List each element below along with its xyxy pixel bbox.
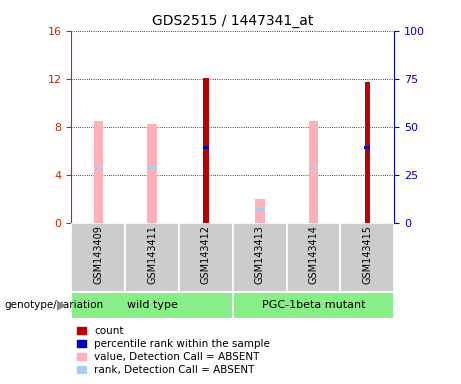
Text: genotype/variation: genotype/variation: [5, 300, 104, 310]
Bar: [71, 223, 125, 292]
Text: GSM143411: GSM143411: [147, 225, 157, 284]
Legend: count, percentile rank within the sample, value, Detection Call = ABSENT, rank, : count, percentile rank within the sample…: [77, 326, 270, 375]
Text: GSM143409: GSM143409: [93, 225, 103, 284]
Text: ▶: ▶: [58, 299, 67, 312]
Bar: [125, 223, 179, 292]
Bar: [203, 78, 208, 223]
Bar: [203, 146, 209, 149]
Bar: [287, 223, 340, 292]
Bar: [233, 223, 287, 292]
Bar: [309, 121, 318, 223]
Bar: [309, 167, 318, 170]
Bar: [255, 199, 265, 223]
Bar: [255, 208, 265, 211]
Bar: [364, 146, 371, 149]
Text: GSM143414: GSM143414: [308, 225, 319, 284]
Bar: [233, 292, 394, 319]
Bar: [94, 121, 103, 223]
Bar: [71, 292, 233, 319]
Bar: [148, 124, 157, 223]
Title: GDS2515 / 1447341_at: GDS2515 / 1447341_at: [152, 14, 313, 28]
Bar: [365, 82, 370, 223]
Text: GSM143415: GSM143415: [362, 225, 372, 284]
Text: PGC-1beta mutant: PGC-1beta mutant: [262, 300, 365, 310]
Bar: [148, 166, 157, 169]
Text: wild type: wild type: [127, 300, 177, 310]
Text: GSM143412: GSM143412: [201, 225, 211, 284]
Bar: [94, 167, 103, 170]
Text: GSM143413: GSM143413: [254, 225, 265, 284]
Bar: [179, 223, 233, 292]
Bar: [340, 223, 394, 292]
